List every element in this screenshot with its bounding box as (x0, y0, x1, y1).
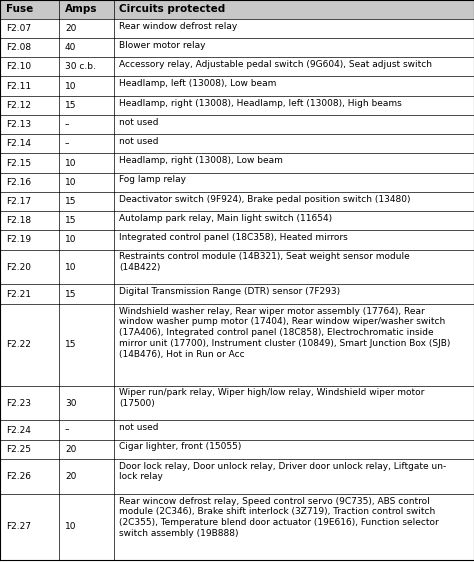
Text: F2.14: F2.14 (6, 139, 31, 148)
Bar (0, 153, 474, 173)
Bar (0, 115, 474, 134)
Text: Integrated control panel (18C358), Heated mirrors: Integrated control panel (18C358), Heate… (119, 233, 348, 242)
Text: not used: not used (119, 423, 159, 432)
Bar (0, 439, 474, 459)
Text: Headlamp, left (13008), Low beam: Headlamp, left (13008), Low beam (119, 79, 277, 88)
Text: F2.11: F2.11 (6, 81, 31, 90)
Text: Rear window defrost relay: Rear window defrost relay (119, 21, 237, 30)
Text: –: – (65, 139, 69, 148)
Text: Fuse: Fuse (6, 4, 33, 15)
Text: 10: 10 (65, 158, 76, 167)
Bar (0, 134, 474, 153)
Text: 10: 10 (65, 81, 76, 90)
Text: Cigar lighter, front (15055): Cigar lighter, front (15055) (119, 442, 242, 451)
Text: F2.23: F2.23 (6, 398, 31, 407)
Text: Circuits protected: Circuits protected (119, 4, 226, 15)
Bar (0, 303, 474, 386)
Text: not used: not used (119, 118, 159, 127)
Text: F2.07: F2.07 (6, 24, 31, 33)
Text: 15: 15 (65, 197, 76, 206)
Text: F2.12: F2.12 (6, 101, 31, 110)
Text: Restraints control module (14B321), Seat weight sensor module
(14B422): Restraints control module (14B321), Seat… (119, 252, 410, 272)
Text: F2.26: F2.26 (6, 472, 31, 481)
Text: 15: 15 (65, 101, 76, 110)
Bar (0, 96, 474, 115)
Text: F2.16: F2.16 (6, 178, 31, 187)
Text: F2.15: F2.15 (6, 158, 31, 167)
Text: Deactivator switch (9F924), Brake pedal position switch (13480): Deactivator switch (9F924), Brake pedal … (119, 194, 411, 203)
Bar (0, 192, 474, 211)
Bar (0, 386, 474, 420)
Bar (0, 459, 474, 494)
Bar (0, 0, 474, 19)
Text: –: – (65, 425, 69, 434)
Text: 20: 20 (65, 24, 76, 33)
Text: F2.20: F2.20 (6, 262, 31, 271)
Text: F2.24: F2.24 (6, 425, 30, 434)
Text: F2.25: F2.25 (6, 445, 31, 454)
Text: 30 c.b.: 30 c.b. (65, 62, 96, 71)
Bar (0, 173, 474, 192)
Text: F2.10: F2.10 (6, 62, 31, 71)
Text: –: – (65, 120, 69, 129)
Bar (0, 284, 474, 303)
Bar (0, 19, 474, 38)
Text: not used: not used (119, 137, 159, 146)
Text: F2.13: F2.13 (6, 120, 31, 129)
Text: Blower motor relay: Blower motor relay (119, 41, 206, 50)
Text: 30: 30 (65, 398, 76, 407)
Text: 10: 10 (65, 235, 76, 244)
Text: 40: 40 (65, 43, 76, 52)
Text: Accessory relay, Adjustable pedal switch (9G604), Seat adjust switch: Accessory relay, Adjustable pedal switch… (119, 60, 432, 69)
Bar (0, 57, 474, 76)
Text: 10: 10 (65, 262, 76, 271)
Text: Headlamp, right (13008), Low beam: Headlamp, right (13008), Low beam (119, 156, 283, 165)
Text: 15: 15 (65, 340, 76, 349)
Text: 10: 10 (65, 178, 76, 187)
Text: Rear wincow defrost relay, Speed control servo (9C735), ABS control
module (2C34: Rear wincow defrost relay, Speed control… (119, 497, 439, 538)
Text: F2.08: F2.08 (6, 43, 31, 52)
Text: Amps: Amps (65, 4, 98, 15)
Text: Autolamp park relay, Main light switch (11654): Autolamp park relay, Main light switch (… (119, 214, 333, 223)
Text: F2.27: F2.27 (6, 523, 31, 532)
Text: 20: 20 (65, 472, 76, 481)
Text: Digital Transmission Range (DTR) sensor (7F293): Digital Transmission Range (DTR) sensor … (119, 287, 341, 296)
Text: F2.17: F2.17 (6, 197, 31, 206)
Bar (0, 38, 474, 57)
Bar (0, 420, 474, 439)
Text: F2.19: F2.19 (6, 235, 31, 244)
Text: F2.18: F2.18 (6, 216, 31, 225)
Text: F2.21: F2.21 (6, 289, 31, 298)
Text: 20: 20 (65, 445, 76, 454)
Text: Headlamp, right (13008), Headlamp, left (13008), High beams: Headlamp, right (13008), Headlamp, left … (119, 98, 402, 107)
Text: 15: 15 (65, 216, 76, 225)
Bar (0, 230, 474, 250)
Bar (0, 76, 474, 96)
Text: 15: 15 (65, 289, 76, 298)
Text: Wiper run/park relay, Wiper high/low relay, Windshield wiper motor
(17500): Wiper run/park relay, Wiper high/low rel… (119, 388, 425, 408)
Bar (0, 250, 474, 284)
Text: Fog lamp relay: Fog lamp relay (119, 175, 186, 184)
Bar (0, 211, 474, 230)
Bar (0, 494, 474, 560)
Text: Windshield washer relay, Rear wiper motor assembly (17764), Rear
window washer p: Windshield washer relay, Rear wiper moto… (119, 306, 451, 359)
Text: F2.22: F2.22 (6, 340, 30, 349)
Text: 10: 10 (65, 523, 76, 532)
Text: Door lock relay, Door unlock relay, Driver door unlock relay, Liftgate un-
lock : Door lock relay, Door unlock relay, Driv… (119, 462, 447, 482)
